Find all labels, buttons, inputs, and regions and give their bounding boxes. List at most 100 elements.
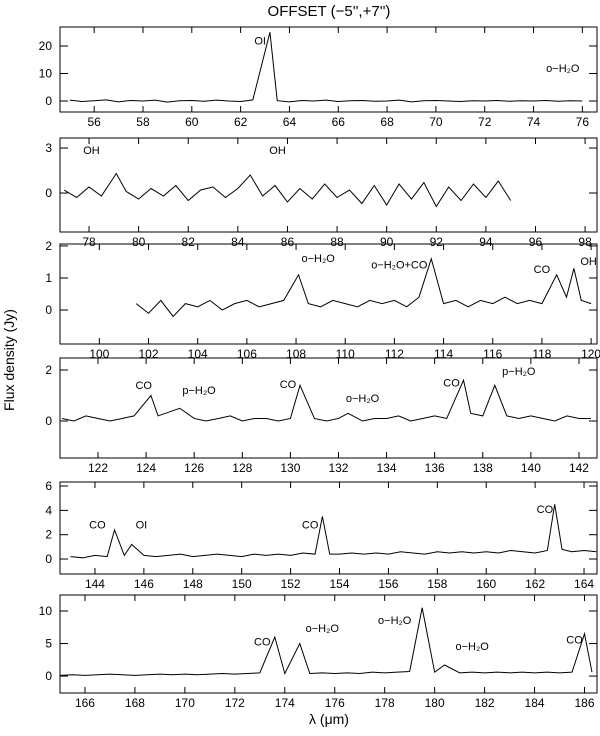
x-tick-label: 96 xyxy=(529,235,543,249)
x-tick-label: 60 xyxy=(185,115,199,129)
x-tick-label: 166 xyxy=(75,696,95,710)
line-label: o−H₂O xyxy=(306,623,340,635)
x-axis-label: λ (μm) xyxy=(309,711,349,727)
x-tick-label: 62 xyxy=(234,115,248,129)
line-label: CO xyxy=(566,635,583,647)
x-tick-label: 128 xyxy=(232,461,252,475)
x-tick-label: 86 xyxy=(281,235,295,249)
y-tick-label: 10 xyxy=(39,66,53,80)
x-tick-label: 100 xyxy=(89,347,109,361)
x-tick-label: 76 xyxy=(576,115,590,129)
line-label: o−H₂O xyxy=(346,393,380,405)
line-label: OH xyxy=(269,145,286,157)
panel-frame xyxy=(59,243,598,345)
x-tick-label: 148 xyxy=(183,577,203,591)
x-tick-label: 144 xyxy=(85,577,105,591)
line-label: CO xyxy=(89,520,106,532)
panel-frame xyxy=(59,137,598,233)
x-tick-label: 98 xyxy=(578,235,592,249)
line-label: o−H₂O xyxy=(302,253,336,265)
x-tick-label: 106 xyxy=(237,347,257,361)
panel-frame xyxy=(59,594,598,694)
line-label: o−H₂O xyxy=(546,63,580,75)
y-tick-label: 6 xyxy=(45,479,52,493)
x-tick-label: 108 xyxy=(286,347,306,361)
spectrum-line xyxy=(135,256,592,318)
y-tick-label: 10 xyxy=(39,604,53,618)
spectrum-line xyxy=(70,504,597,559)
x-tick-label: 138 xyxy=(473,461,493,475)
panel-frame xyxy=(59,357,598,459)
y-tick-label: 0 xyxy=(45,669,52,683)
line-label: o−H₂O+CO xyxy=(371,259,428,271)
x-tick-label: 168 xyxy=(125,696,145,710)
spectrum-line xyxy=(59,607,593,676)
y-tick-label: 4 xyxy=(45,503,52,517)
x-tick-label: 68 xyxy=(380,115,394,129)
x-tick-label: 82 xyxy=(182,235,196,249)
x-tick-label: 130 xyxy=(280,461,300,475)
x-tick-label: 80 xyxy=(132,235,146,249)
x-tick-label: 56 xyxy=(87,115,101,129)
x-tick-label: 152 xyxy=(281,577,301,591)
x-tick-label: 90 xyxy=(380,235,394,249)
x-tick-label: 88 xyxy=(330,235,344,249)
y-tick-label: 0 xyxy=(45,94,52,108)
y-axis-label: Flux density (Jy) xyxy=(1,309,17,411)
line-label: CO xyxy=(534,264,551,276)
spectrum-line xyxy=(63,172,512,208)
x-tick-label: 102 xyxy=(139,347,159,361)
x-tick-label: 134 xyxy=(377,461,397,475)
line-label: OH xyxy=(83,145,100,157)
y-tick-label: 0 xyxy=(45,186,52,200)
x-tick-label: 180 xyxy=(425,696,445,710)
y-tick-label: 20 xyxy=(39,39,53,53)
x-tick-label: 170 xyxy=(175,696,195,710)
x-tick-label: 92 xyxy=(430,235,444,249)
x-tick-label: 116 xyxy=(483,347,502,361)
x-tick-label: 172 xyxy=(225,696,245,710)
x-tick-label: 186 xyxy=(574,696,594,710)
x-tick-label: 160 xyxy=(476,577,496,591)
panel-frame xyxy=(59,481,598,575)
x-tick-label: 150 xyxy=(232,577,252,591)
x-tick-label: 72 xyxy=(478,115,492,129)
line-label: CO xyxy=(254,636,271,648)
line-label: CO xyxy=(302,520,319,532)
x-tick-label: 162 xyxy=(525,577,545,591)
line-label: CO xyxy=(443,378,460,390)
chart-title: OFFSET (−5'',+7'') xyxy=(268,3,391,20)
x-tick-label: 132 xyxy=(328,461,348,475)
x-tick-label: 184 xyxy=(525,696,545,710)
y-tick-label: 3 xyxy=(45,141,52,155)
x-tick-label: 140 xyxy=(521,461,541,475)
x-tick-label: 156 xyxy=(378,577,398,591)
y-tick-label: 1 xyxy=(45,271,52,285)
x-tick-label: 118 xyxy=(532,347,551,361)
x-tick-label: 112 xyxy=(385,347,404,361)
x-tick-label: 58 xyxy=(136,115,150,129)
x-tick-label: 164 xyxy=(574,577,594,591)
x-tick-label: 178 xyxy=(375,696,395,710)
y-tick-label: 0 xyxy=(45,552,52,566)
x-tick-label: 78 xyxy=(82,235,96,249)
line-label: CO xyxy=(135,380,152,392)
x-tick-label: 94 xyxy=(479,235,493,249)
spectrum-line xyxy=(69,32,583,103)
line-label: OH xyxy=(580,256,597,268)
y-tick-label: 2 xyxy=(45,363,52,377)
line-label: OI xyxy=(254,36,266,48)
x-tick-label: 136 xyxy=(425,461,445,475)
x-tick-label: 158 xyxy=(427,577,447,591)
line-label: OI xyxy=(136,520,148,532)
x-tick-label: 176 xyxy=(325,696,345,710)
x-tick-label: 122 xyxy=(88,461,108,475)
y-tick-label: 2 xyxy=(45,528,52,542)
panel-frame xyxy=(59,26,598,113)
x-tick-label: 70 xyxy=(429,115,443,129)
y-tick-label: 5 xyxy=(45,637,52,651)
x-tick-label: 126 xyxy=(184,461,204,475)
x-tick-label: 114 xyxy=(434,347,453,361)
x-tick-label: 182 xyxy=(475,696,495,710)
